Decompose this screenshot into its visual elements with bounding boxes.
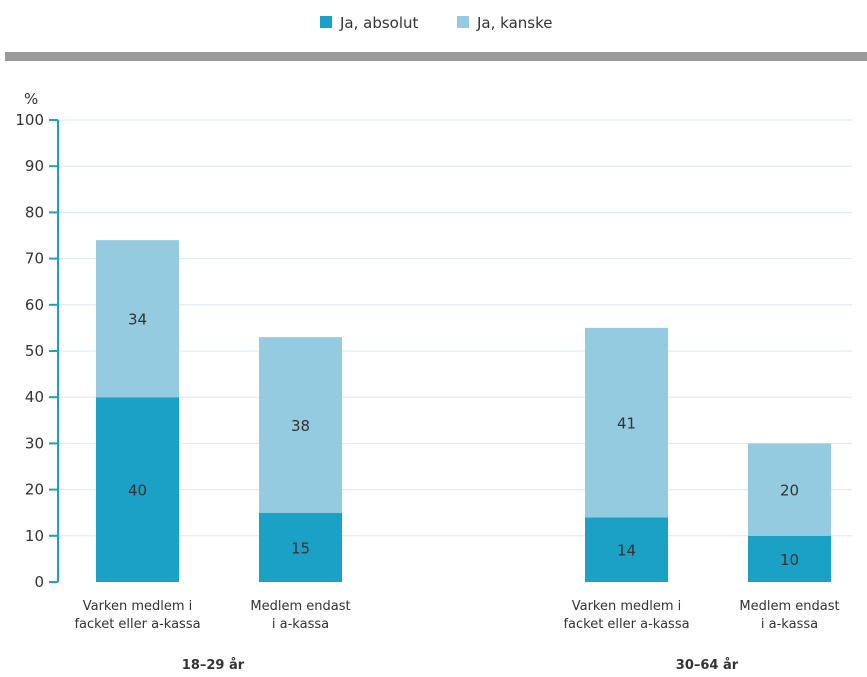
y-tick-label-40: 40: [25, 388, 44, 406]
legend-swatch-2: [457, 16, 469, 28]
data-label-g2-c1-s2: 41: [617, 415, 636, 433]
legend: Ja, absolut Ja, kanske: [320, 14, 552, 32]
y-tick-label-10: 10: [25, 527, 44, 545]
bar-g2-c2-s2: [748, 443, 831, 536]
y-tick-label-0: 0: [34, 573, 44, 591]
bars: 40 34 15 38 14 41 10 20: [96, 240, 831, 582]
category-label-g2-c1-line1: Varken medlem i: [572, 599, 682, 614]
bar-g1-c1-s2: [96, 240, 179, 398]
category-label-g2-c2-line2: i a-kassa: [761, 617, 818, 632]
category-label-g2-c2-line1: Medlem endast: [739, 599, 839, 614]
bar-g1-c2-s2: [259, 337, 342, 513]
legend-swatch-1: [320, 16, 332, 28]
bar-g2-c2-s1: [748, 535, 831, 582]
bar-g1-c1-s1: [96, 397, 179, 582]
data-label-g2-c2-s2: 20: [780, 482, 799, 500]
data-label-g2-c2-s1: 10: [780, 551, 799, 569]
category-label-g1-c2-line2: i a-kassa: [272, 617, 329, 632]
y-tick-label-50: 50: [25, 342, 44, 360]
data-label-g1-c1-s1: 40: [128, 482, 147, 500]
y-axis: 0 10 20 30 40 50 60 70 80 90 100: [15, 111, 59, 591]
y-tick-label-60: 60: [25, 296, 44, 314]
data-label-g1-c2-s1: 15: [291, 539, 310, 557]
y-tick-label-100: 100: [15, 111, 44, 129]
legend-label-2: Ja, kanske: [476, 14, 552, 32]
category-label-g1-c1-line2: facket eller a-kassa: [74, 617, 200, 632]
y-tick-label-20: 20: [25, 481, 44, 499]
bar-g1-c2-s1: [259, 512, 342, 582]
data-label-g1-c2-s2: 38: [291, 417, 310, 435]
data-label-g1-c1-s2: 34: [128, 311, 147, 329]
bar-g2-c1-s2: [585, 327, 668, 518]
data-label-g2-c1-s1: 14: [617, 542, 636, 560]
category-label-g2-c1-line2: facket eller a-kassa: [563, 617, 689, 632]
group-label-1: 18–29 år: [182, 658, 245, 673]
y-tick-label-30: 30: [25, 434, 44, 452]
category-label-g1-c1-line1: Varken medlem i: [83, 599, 193, 614]
category-label-g1-c2-line1: Medlem endast: [250, 599, 350, 614]
header-divider: [5, 52, 867, 61]
y-tick-label-80: 80: [25, 203, 44, 221]
y-axis-unit-label: %: [24, 90, 38, 108]
legend-label-1: Ja, absolut: [339, 14, 419, 32]
gridlines: [58, 119, 852, 537]
category-labels: Varken medlem i facket eller a-kassa Medle…: [74, 599, 839, 673]
y-tick-label-70: 70: [25, 250, 44, 268]
bar-g2-c1-s1: [585, 517, 668, 582]
y-tick-label-90: 90: [25, 157, 44, 175]
group-label-2: 30–64 år: [676, 658, 739, 673]
